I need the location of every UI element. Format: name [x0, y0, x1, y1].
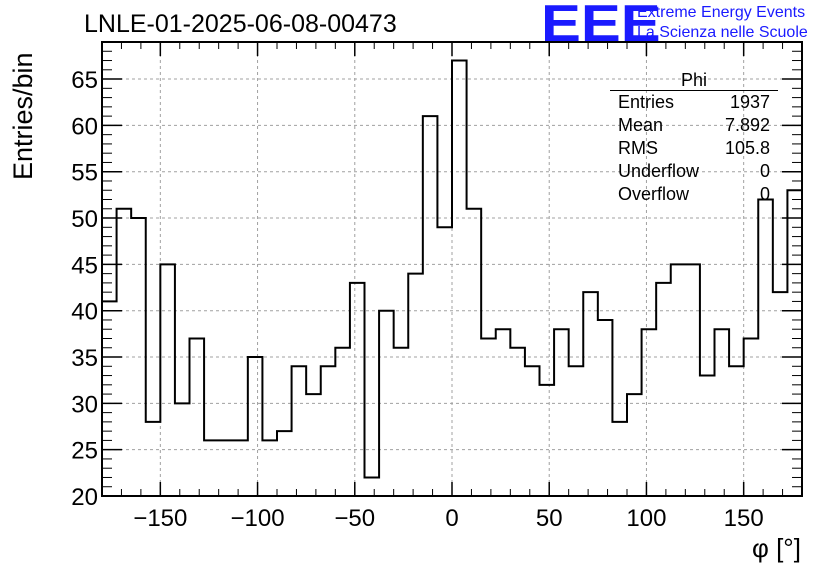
x-tick-label: 0: [445, 505, 458, 532]
x-tick-label: 100: [626, 505, 666, 532]
stats-value: 105.8: [724, 138, 770, 158]
stats-row-overflow: Overflow 0: [610, 183, 778, 206]
logo-caption-line1: Extreme Energy Events: [637, 4, 806, 21]
stats-row-mean: Mean 7.892: [610, 114, 778, 137]
histogram-step-line: [101, 59, 803, 496]
y-tick-label: 40: [71, 299, 98, 326]
stats-value: 0: [759, 184, 770, 204]
x-tick-label: −50: [334, 505, 375, 532]
x-tick-label: 50: [536, 505, 563, 532]
y-tick-label: 35: [71, 345, 98, 372]
x-tick-labels: −150 −100 −50 0 50 100 150: [133, 505, 763, 532]
stats-box: Phi Entries 1937 Mean 7.892 RMS 105.8 Un…: [610, 70, 778, 206]
y-tick-label: 60: [71, 113, 98, 140]
logo-caption-line2: La Scienza nelle Scuole: [637, 24, 808, 41]
stats-label: Underflow: [618, 161, 700, 181]
stats-label: RMS: [618, 138, 658, 158]
y-tick-label: 55: [71, 160, 98, 187]
y-tick-labels: 20 25 30 35 40 45 50 55 60 65: [71, 67, 98, 511]
stats-label: Overflow: [618, 184, 690, 204]
y-tick-label: 65: [71, 67, 98, 94]
x-tick-label: −100: [231, 505, 285, 532]
x-tick-label: −150: [133, 505, 187, 532]
stats-name: Phi: [610, 70, 778, 91]
stats-value: 0: [759, 161, 770, 181]
y-axis-label: Entries/bin: [8, 52, 38, 180]
y-tick-label: 20: [71, 484, 98, 511]
y-tick-label: 50: [71, 206, 98, 233]
stats-label: Mean: [618, 115, 664, 135]
eee-logo: EEE: [541, 0, 661, 53]
y-tick-label: 30: [71, 391, 98, 418]
x-tick-label: 150: [724, 505, 764, 532]
y-tick-label: 45: [71, 252, 98, 279]
stats-value: 1937: [729, 92, 770, 112]
stats-row-entries: Entries 1937: [610, 91, 778, 114]
stats-row-rms: RMS 105.8: [610, 137, 778, 160]
logo-caption: Extreme Energy Events La Scienza nelle S…: [637, 3, 808, 43]
axis-ticks: [102, 42, 802, 497]
y-tick-label: 25: [71, 438, 98, 465]
stats-row-underflow: Underflow 0: [610, 160, 778, 183]
plot-title: LNLE-01-2025-06-08-00473: [84, 10, 397, 38]
x-axis-label: φ [°]: [752, 533, 801, 563]
stats-value: 7.892: [724, 115, 770, 135]
stats-label: Entries: [618, 92, 675, 112]
